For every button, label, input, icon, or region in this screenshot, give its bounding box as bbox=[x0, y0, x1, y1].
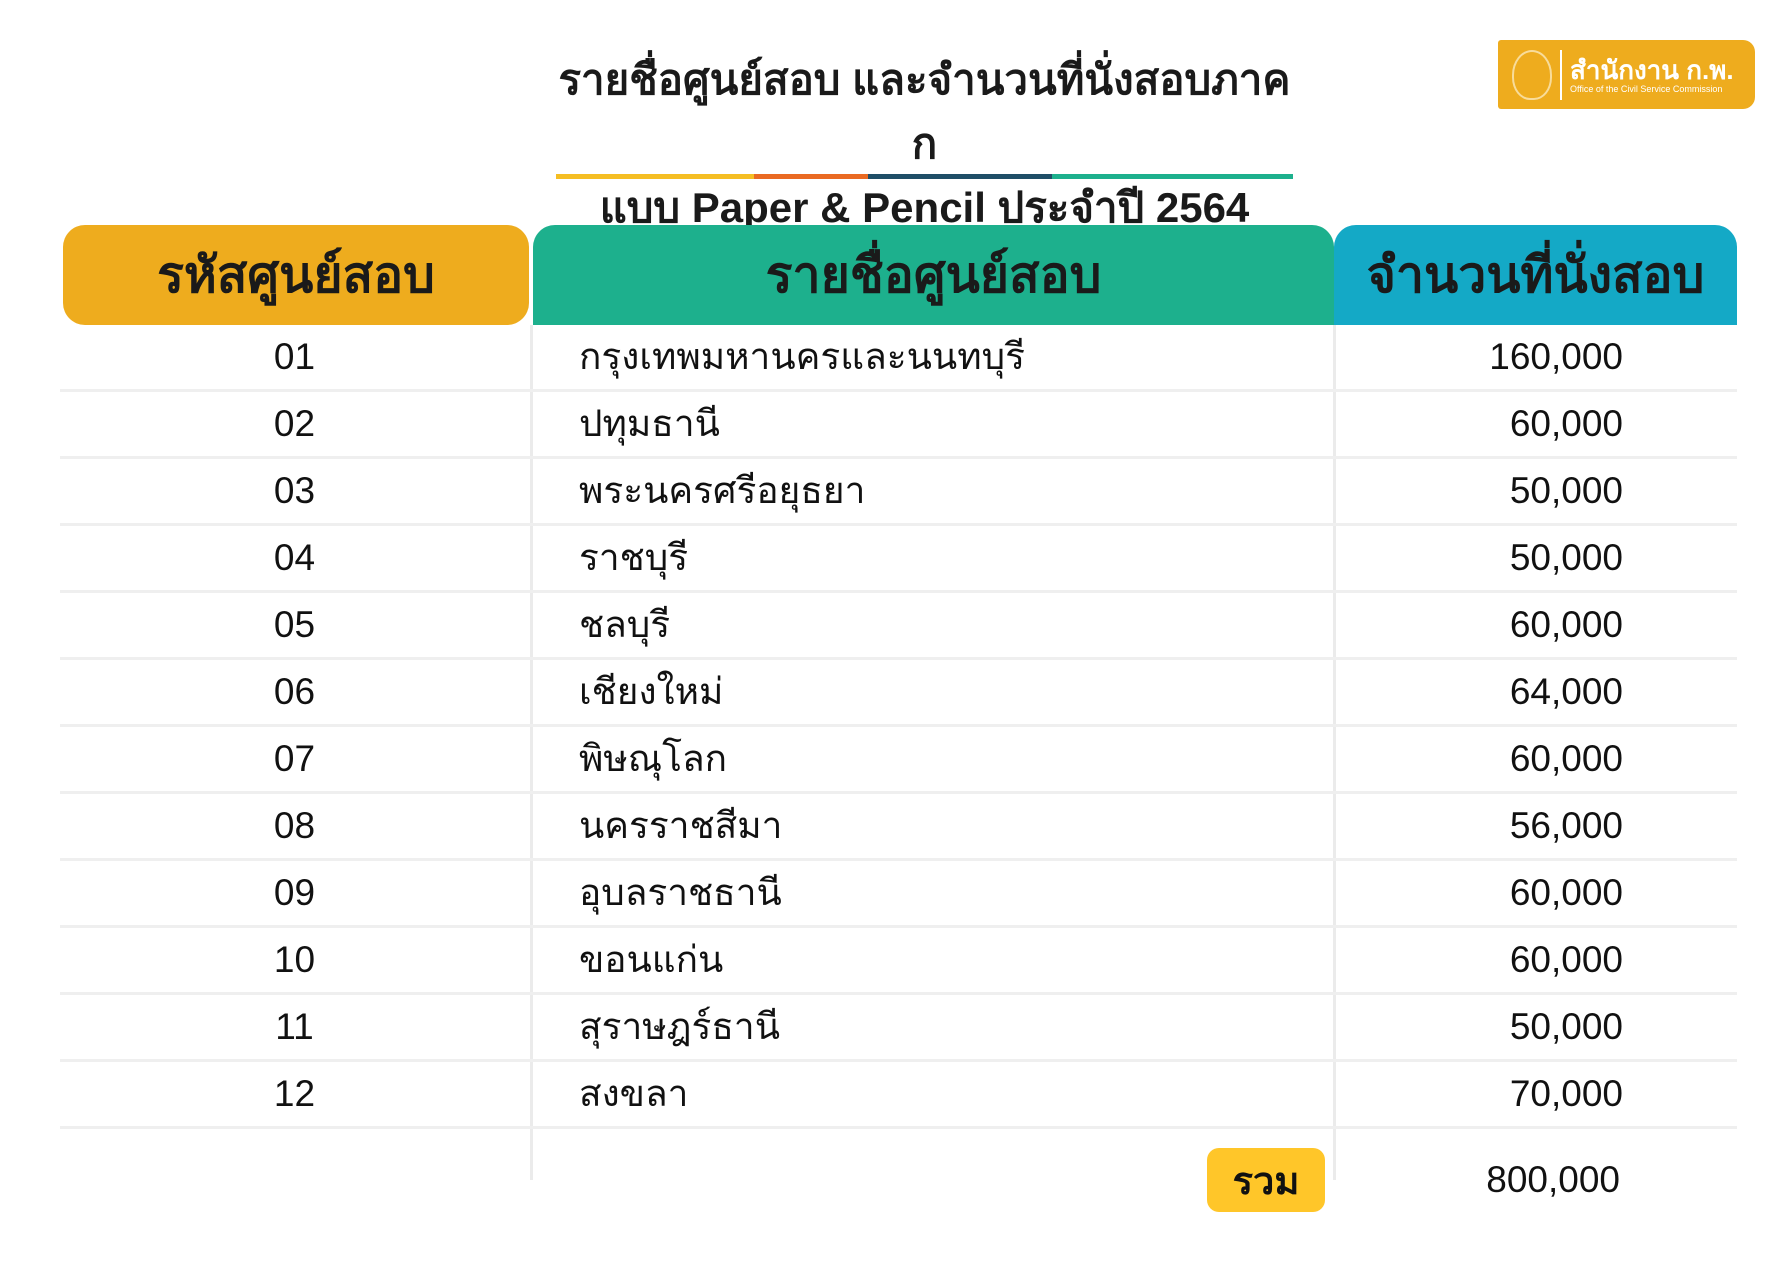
table-row: 06 เชียงใหม่ 64,000 bbox=[60, 660, 1737, 727]
table-row: 07 พิษณุโลก 60,000 bbox=[60, 727, 1737, 794]
center-code: 05 bbox=[273, 604, 316, 645]
table-row: 11 สุราษฎร์ธานี 50,000 bbox=[60, 995, 1737, 1062]
total-label-badge: รวม bbox=[1207, 1148, 1325, 1212]
title-line-1: รายชื่อศูนย์สอบ และจำนวนที่นั่งสอบภาค ก bbox=[558, 56, 1291, 167]
table-row: 04 ราชบุรี 50,000 bbox=[60, 526, 1737, 593]
seat-count: 50,000 bbox=[1509, 537, 1623, 578]
center-name: พระนครศรีอยุธยา bbox=[579, 470, 866, 511]
table-row: 09 อุบลราชธานี 60,000 bbox=[60, 861, 1737, 928]
center-code: 09 bbox=[273, 872, 316, 913]
logo-thai-text: สำนักงาน ก.พ. bbox=[1570, 54, 1734, 85]
logo-divider bbox=[1560, 49, 1562, 100]
center-code: 07 bbox=[273, 738, 316, 779]
table-row: 02 ปทุมธานี 60,000 bbox=[60, 392, 1737, 459]
title-underline-orange bbox=[754, 174, 868, 179]
center-code: 02 bbox=[273, 403, 316, 444]
header-name: รายชื่อศูนย์สอบ bbox=[533, 225, 1334, 325]
center-code: 01 bbox=[273, 336, 316, 377]
column-divider bbox=[530, 325, 533, 1180]
header-code: รหัสศูนย์สอบ bbox=[63, 225, 529, 325]
seat-count: 60,000 bbox=[1509, 604, 1623, 645]
seat-count: 60,000 bbox=[1509, 939, 1623, 980]
title-underline-navy bbox=[868, 174, 1052, 179]
center-code: 08 bbox=[273, 805, 316, 846]
ocsc-logo: สำนักงาน ก.พ. Office of the Civil Servic… bbox=[1498, 40, 1755, 109]
seat-count: 60,000 bbox=[1509, 403, 1623, 444]
center-code: 11 bbox=[275, 1006, 314, 1047]
total-value: 800,000 bbox=[1486, 1159, 1620, 1200]
center-code: 06 bbox=[273, 671, 316, 712]
center-name: พิษณุโลก bbox=[579, 738, 728, 779]
title-underline-yellow bbox=[556, 174, 754, 179]
center-name: สุราษฎร์ธานี bbox=[579, 1006, 780, 1047]
center-code: 03 bbox=[273, 470, 316, 511]
logo-english-text: Office of the Civil Service Commission bbox=[1570, 83, 1723, 94]
seat-count: 60,000 bbox=[1509, 738, 1623, 779]
table-row: 05 ชลบุรี 60,000 bbox=[60, 593, 1737, 660]
center-name: ปทุมธานี bbox=[579, 403, 720, 444]
seat-count: 60,000 bbox=[1509, 872, 1623, 913]
seat-count: 56,000 bbox=[1509, 805, 1623, 846]
header-seats: จำนวนที่นั่งสอบ bbox=[1334, 225, 1737, 325]
center-name: สงขลา bbox=[579, 1073, 689, 1114]
title-underline-green bbox=[1052, 174, 1293, 179]
center-name: ราชบุรี bbox=[579, 537, 689, 578]
page-title: รายชื่อศูนย์สอบ และจำนวนที่นั่งสอบภาค ก … bbox=[556, 48, 1293, 240]
center-name: นครราชสีมา bbox=[579, 805, 783, 846]
center-name: ขอนแก่น bbox=[579, 939, 724, 980]
seat-count: 64,000 bbox=[1509, 671, 1623, 712]
seat-count: 70,000 bbox=[1509, 1073, 1623, 1114]
seat-count: 160,000 bbox=[1489, 336, 1623, 377]
title-line-2: แบบ Paper & Pencil ประจำปี 2564 bbox=[599, 184, 1250, 231]
center-name: กรุงเทพมหานครและนนทบุรี bbox=[579, 336, 1025, 377]
table-row: 03 พระนครศรีอยุธยา 50,000 bbox=[60, 459, 1737, 526]
table-row: 10 ขอนแก่น 60,000 bbox=[60, 928, 1737, 995]
center-name: อุบลราชธานี bbox=[579, 872, 782, 913]
column-divider bbox=[1333, 325, 1336, 1180]
center-code: 04 bbox=[273, 537, 316, 578]
seat-count: 50,000 bbox=[1509, 1006, 1623, 1047]
table-row: 01 กรุงเทพมหานครและนนทบุรี 160,000 bbox=[60, 325, 1737, 392]
seat-count: 50,000 bbox=[1509, 470, 1623, 511]
center-code: 12 bbox=[273, 1073, 316, 1114]
center-name: ชลบุรี bbox=[579, 604, 671, 645]
center-name: เชียงใหม่ bbox=[579, 671, 724, 712]
table-row: 08 นครราชสีมา 56,000 bbox=[60, 794, 1737, 861]
seal-icon bbox=[1512, 49, 1552, 100]
table-row: 12 สงขลา 70,000 bbox=[60, 1062, 1737, 1129]
center-code: 10 bbox=[273, 939, 316, 980]
